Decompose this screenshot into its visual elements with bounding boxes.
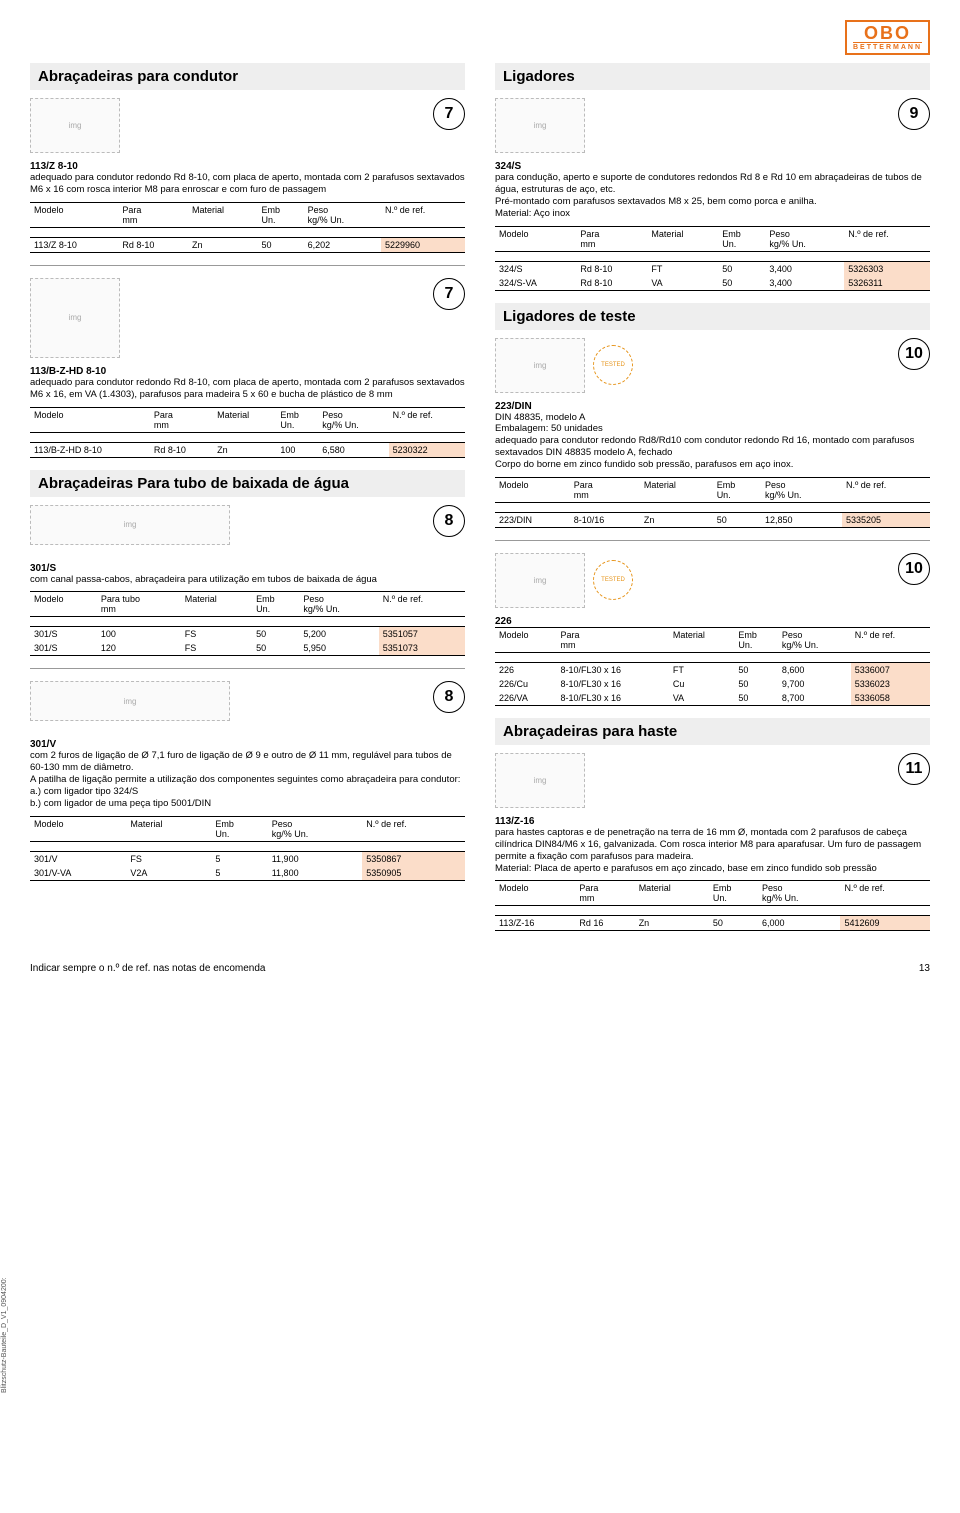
product-header: img 9: [495, 98, 930, 153]
product-image: img: [30, 681, 230, 721]
section-title: Abraçadeiras Para tubo de baixada de águ…: [30, 470, 465, 497]
catalog-page: OBO BETTERMANN Abraçadeiras para conduto…: [0, 0, 960, 994]
product-desc: adequado para condutor redondo Rd 8-10, …: [30, 377, 465, 401]
table-row: 226/Cu8-10/FL30 x 16Cu509,7005336023: [495, 677, 930, 691]
product-code: 113/Z 8-10: [30, 161, 465, 172]
table-row: 223/DIN8-10/16Zn5012,8505335205: [495, 512, 930, 527]
divider: [495, 540, 930, 541]
ref-badge: 7: [433, 278, 465, 310]
product-code: 113/Z-16: [495, 816, 930, 827]
brand-logo: OBO BETTERMANN: [845, 20, 930, 55]
tested-icon: TESTED: [593, 345, 633, 385]
ref-badge: 7: [433, 98, 465, 130]
doc-ref-sidetext: Blitzschutz-Bauteile_D_V1_0904200:: [1, 1277, 8, 1393]
product-code: 223/DIN: [495, 401, 930, 412]
product-table: ModeloPara tubo mmMaterialEmb Un.Peso kg…: [30, 591, 465, 656]
product-desc: para hastes captoras e de penetração na …: [495, 827, 930, 875]
product-table: ModeloPara mmMaterialEmb Un.Peso kg/% Un…: [495, 226, 930, 291]
ref-badge: 10: [898, 338, 930, 370]
footer-note: Indicar sempre o n.º de ref. nas notas d…: [30, 963, 265, 974]
th-mat: Material: [188, 202, 258, 227]
section-title: Ligadores de teste: [495, 303, 930, 330]
product-image: img: [495, 753, 585, 808]
section-title: Ligadores: [495, 63, 930, 90]
left-column: Abraçadeiras para condutor img 7 113/Z 8…: [30, 63, 465, 943]
th-peso: Peso kg/% Un.: [304, 202, 381, 227]
section-title: Abraçadeiras para condutor: [30, 63, 465, 90]
product-table: ModeloPara mmMaterialEmb Un.Peso kg/% Un…: [495, 880, 930, 931]
table-row: 301/S100FS505,2005351057: [30, 627, 465, 642]
table-row: 301/VFS511,9005350867: [30, 851, 465, 866]
product-table: ModeloMaterialEmb Un.Peso kg/% Un.N.º de…: [30, 816, 465, 881]
product-image: img: [495, 553, 585, 608]
table-row: 2268-10/FL30 x 16FT508,6005336007: [495, 662, 930, 677]
section-title: Abraçadeiras para haste: [495, 718, 930, 745]
right-column: Ligadores img 9 324/S para condução, ape…: [495, 63, 930, 943]
table-row: 324/S-VARd 8-10VA503,4005326311: [495, 276, 930, 291]
product-header: img TESTED 10: [495, 338, 930, 393]
product-table: ModeloPara mmMaterialEmb Un.Peso kg/% Un…: [30, 407, 465, 458]
product-header: img 8: [30, 505, 465, 555]
ref-badge: 8: [433, 505, 465, 537]
page-number: 13: [919, 963, 930, 974]
product-code: 324/S: [495, 161, 930, 172]
table-row: 113/Z 8-10Rd 8-10Zn506,2025229960: [30, 237, 465, 252]
product-image: img: [30, 98, 120, 153]
table-row: 113/B-Z-HD 8-10Rd 8-10Zn1006,5805230322: [30, 442, 465, 457]
product-desc: adequado para condutor redondo Rd 8-10, …: [30, 172, 465, 196]
product-desc: para condução, aperto e suporte de condu…: [495, 172, 930, 220]
divider: [30, 668, 465, 669]
table-row: 301/V-VAV2A511,8005350905: [30, 866, 465, 881]
product-desc: com canal passa-cabos, abraçadeira para …: [30, 574, 465, 586]
product-table: ModeloPara mmMaterialEmb Un.Peso kg/% Un…: [30, 202, 465, 253]
product-code: 301/V: [30, 739, 465, 750]
product-header: img 7: [30, 98, 465, 153]
brand-name: OBO: [853, 24, 922, 42]
table-row: 226/VA8-10/FL30 x 16VA508,7005336058: [495, 691, 930, 706]
ref-badge: 9: [898, 98, 930, 130]
product-table: ModeloPara mmMaterialEmb Un.Peso kg/% Un…: [495, 627, 930, 706]
tested-icon: TESTED: [593, 560, 633, 600]
th-emb: Emb Un.: [258, 202, 304, 227]
page-footer: Indicar sempre o n.º de ref. nas notas d…: [30, 963, 930, 974]
product-image: img: [30, 278, 120, 358]
th-ref: N.º de ref.: [381, 202, 465, 227]
ref-badge: 11: [898, 753, 930, 785]
table-row: 301/S120FS505,9505351073: [30, 641, 465, 656]
product-header: img 7: [30, 278, 465, 358]
product-image: img: [495, 338, 585, 393]
ref-badge: 8: [433, 681, 465, 713]
divider: [30, 265, 465, 266]
brand-sub: BETTERMANN: [853, 42, 922, 51]
product-header: img TESTED 10: [495, 553, 930, 608]
logo-row: OBO BETTERMANN: [30, 20, 930, 55]
columns: Abraçadeiras para condutor img 7 113/Z 8…: [30, 63, 930, 943]
product-code: 113/B-Z-HD 8-10: [30, 366, 465, 377]
product-header: img 8: [30, 681, 465, 731]
product-image: img: [495, 98, 585, 153]
product-table: ModeloPara mmMaterialEmb Un.Peso kg/% Un…: [495, 477, 930, 528]
table-row: 324/SRd 8-10FT503,4005326303: [495, 261, 930, 276]
product-desc: DIN 48835, modelo A Embalagem: 50 unidad…: [495, 412, 930, 471]
product-desc: com 2 furos de ligação de Ø 7,1 furo de …: [30, 750, 465, 809]
product-image: img: [30, 505, 230, 545]
product-header: img 11: [495, 753, 930, 808]
th-para: Para mm: [118, 202, 188, 227]
product-code: 226: [495, 616, 930, 627]
th-modelo: Modelo: [30, 202, 118, 227]
table-row: 113/Z-16Rd 16Zn506,0005412609: [495, 916, 930, 931]
product-code: 301/S: [30, 563, 465, 574]
ref-badge: 10: [898, 553, 930, 585]
